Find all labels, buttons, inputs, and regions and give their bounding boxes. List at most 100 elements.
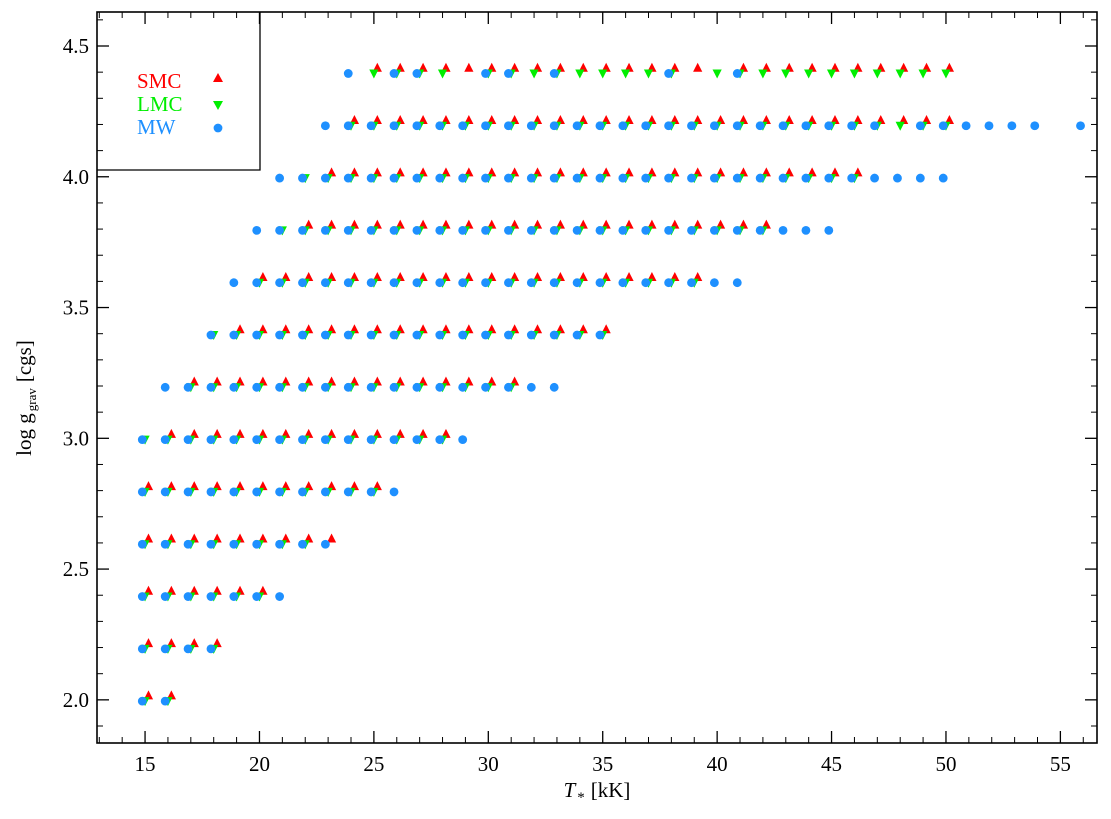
point-mw (252, 278, 262, 288)
point-smc (418, 324, 428, 334)
point-mw (252, 225, 262, 235)
point-mw (549, 69, 559, 78)
point-mw (1076, 121, 1085, 131)
point-mw (481, 330, 490, 340)
point-lmc (621, 69, 631, 79)
point-mw (206, 435, 216, 445)
point-smc (487, 219, 497, 229)
point-smc (555, 324, 565, 334)
y-axis-title: log ggrav [cgs] (12, 340, 39, 456)
point-mw (298, 539, 307, 549)
point-smc (349, 219, 360, 229)
point-smc (281, 271, 291, 281)
point-smc (693, 115, 703, 125)
point-smc (624, 219, 634, 229)
point-mw (366, 121, 376, 131)
point-mw (435, 121, 445, 131)
point-smc (807, 167, 817, 177)
point-smc (761, 62, 771, 72)
x-tick-label: 55 (1050, 752, 1071, 776)
series-smc (143, 62, 955, 700)
point-mw (481, 225, 490, 235)
point-smc (418, 62, 428, 72)
point-smc (372, 219, 382, 229)
point-smc (487, 271, 497, 281)
point-smc (532, 115, 543, 125)
point-mw (526, 330, 536, 340)
point-smc (670, 62, 680, 72)
point-smc (510, 219, 520, 229)
point-mw (160, 487, 170, 497)
point-mw (961, 121, 971, 131)
y-axis-log: log g (12, 413, 36, 456)
point-smc (944, 62, 955, 72)
point-mw (412, 225, 422, 235)
point-mw (847, 121, 857, 131)
point-smc (166, 585, 176, 595)
point-smc (578, 62, 588, 72)
point-mw (137, 487, 147, 497)
point-smc (326, 324, 337, 334)
point-mw (549, 278, 559, 288)
point-smc (304, 219, 314, 229)
point-lmc (529, 69, 539, 79)
point-mw (229, 487, 239, 497)
point-mw (275, 225, 285, 235)
point-mw (343, 278, 353, 288)
point-mw (572, 173, 582, 183)
point-smc (670, 271, 680, 281)
point-mw (389, 121, 399, 131)
point-smc (830, 167, 840, 177)
point-smc (258, 533, 268, 543)
point-smc (532, 324, 543, 334)
series-mw (137, 69, 1085, 706)
point-mw (275, 278, 285, 288)
point-mw (183, 592, 193, 601)
point-mw (229, 330, 239, 340)
point-smc (876, 62, 886, 72)
point-mw (343, 69, 353, 78)
point-mw (275, 435, 285, 445)
point-smc (326, 219, 337, 229)
point-mw (549, 121, 559, 131)
point-mw (481, 69, 490, 78)
point-mw (320, 330, 330, 340)
point-mw (137, 592, 147, 601)
point-mw (755, 121, 765, 131)
point-mw (435, 435, 445, 445)
point-smc (372, 376, 382, 386)
point-mw (526, 121, 536, 131)
svg-text:log ggrav[cgs]: log ggrav [cgs] (12, 340, 39, 456)
point-smc (693, 62, 703, 72)
point-smc (464, 167, 474, 177)
x-tick-label: 45 (821, 752, 842, 776)
point-smc (143, 585, 154, 595)
point-mw (229, 539, 239, 549)
point-smc (441, 324, 451, 334)
point-smc (349, 428, 360, 438)
point-mw (320, 121, 330, 131)
point-mw (481, 173, 490, 183)
point-smc (601, 324, 611, 334)
point-mw (870, 121, 879, 131)
point-mw (755, 173, 765, 183)
point-mw (183, 382, 193, 392)
point-smc (258, 271, 268, 281)
point-mw (893, 173, 902, 183)
point-mw (847, 173, 857, 183)
x-tick-label: 25 (363, 752, 384, 776)
point-smc (555, 62, 565, 72)
point-smc (601, 62, 611, 72)
point-smc (166, 638, 176, 648)
point-smc (532, 219, 543, 229)
point-smc (281, 324, 291, 334)
point-smc (212, 376, 222, 386)
point-smc (761, 219, 771, 229)
point-mw (275, 539, 285, 549)
point-lmc (712, 69, 722, 79)
point-smc (395, 115, 405, 125)
point-smc (372, 115, 382, 125)
point-mw (618, 225, 628, 235)
point-mw (732, 278, 742, 288)
